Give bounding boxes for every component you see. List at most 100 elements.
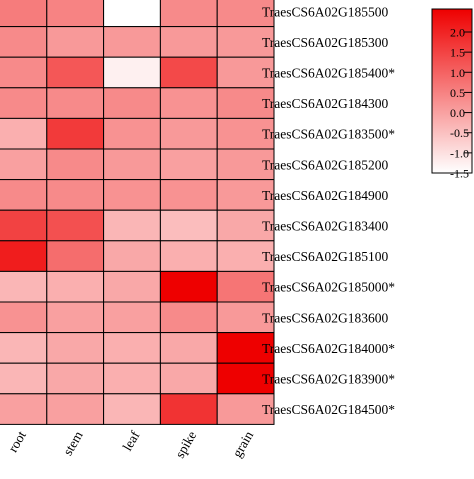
heatmap-cell	[159, 332, 218, 364]
heatmap-cell	[0, 270, 48, 303]
heatmap-cell	[159, 148, 218, 181]
row-label: TraesCS6A02G184500*	[262, 402, 395, 417]
heatmap-cell	[46, 117, 105, 150]
colorbar-tick-label: 1.0	[450, 66, 465, 80]
heatmap-cell	[159, 270, 218, 303]
row-label: TraesCS6A02G184300	[262, 96, 389, 111]
heatmap-cell	[46, 362, 105, 395]
heatmap-cell	[46, 148, 105, 181]
heatmap-cell	[103, 301, 161, 334]
heatmap-cell	[216, 148, 275, 181]
heatmap-cell	[159, 117, 218, 150]
row-label: TraesCS6A02G185100	[262, 249, 389, 264]
heatmap-cell	[103, 270, 161, 303]
heatmap-cell	[216, 240, 275, 272]
heatmap-cell	[0, 56, 48, 89]
column-label: stem	[60, 428, 86, 458]
heatmap-cell	[46, 240, 105, 272]
heatmap-cell	[103, 148, 161, 181]
row-label: TraesCS6A02G184000*	[262, 341, 395, 356]
heatmap-cell	[159, 179, 218, 211]
heatmap-cell	[0, 240, 48, 272]
heatmap-cell	[216, 117, 275, 150]
column-label: grain	[229, 428, 256, 460]
heatmap-cell	[46, 393, 105, 425]
heatmap-cell	[0, 87, 48, 119]
heatmap-cell	[216, 393, 275, 425]
row-label: TraesCS6A02G183600	[262, 310, 389, 325]
heatmap-cell	[46, 270, 105, 303]
colorbar-gradient	[431, 8, 473, 174]
heatmap-cell	[216, 270, 275, 303]
heatmap-cell	[103, 362, 161, 395]
row-label: TraesCS6A02G183900*	[262, 372, 395, 387]
heatmap-cell	[46, 87, 105, 119]
heatmap-cell	[103, 26, 161, 58]
heatmap-cell	[103, 393, 161, 425]
heatmap-cell	[216, 332, 275, 364]
heatmap-cell	[0, 301, 48, 334]
heatmap-cell	[103, 179, 161, 211]
heatmap-cell	[0, 148, 48, 181]
heatmap-cell	[103, 332, 161, 364]
row-label: TraesCS6A02G183500*	[262, 127, 395, 142]
heatmap-cell	[216, 26, 275, 58]
heatmap-cell	[0, 0, 48, 28]
heatmap-cell	[159, 209, 218, 242]
colorbar: 2.0 1.5 1.0 0.5 0.0 -0.5 -1.0 -1.5	[431, 8, 473, 181]
heatmap-cells	[0, 0, 275, 425]
colorbar-tick-label: 0.0	[450, 106, 465, 120]
heatmap-cell	[159, 393, 218, 425]
heatmap-cell	[159, 301, 218, 334]
heatmap-cell	[46, 0, 105, 28]
heatmap-cell	[46, 301, 105, 334]
row-label: TraesCS6A02G185300	[262, 35, 389, 50]
heatmap-cell	[0, 393, 48, 425]
heatmap-cell	[0, 332, 48, 364]
heatmap-cell	[0, 179, 48, 211]
heatmap-cell	[159, 87, 218, 119]
row-label: TraesCS6A02G185500	[262, 4, 389, 19]
heatmap-cell	[103, 0, 161, 28]
heatmap-cell	[159, 362, 218, 395]
heatmap-cell	[159, 0, 218, 28]
heatmap-cell	[46, 26, 105, 58]
colorbar-tick-label: -1.0	[450, 146, 469, 160]
heatmap-cell	[216, 301, 275, 334]
colorbar-tick-label: 1.5	[450, 46, 465, 60]
column-label: leaf	[119, 428, 142, 453]
heatmap-cell	[159, 240, 218, 272]
heatmap-cell	[216, 87, 275, 119]
heatmap-cell	[159, 26, 218, 58]
heatmap-cell	[159, 56, 218, 89]
row-label: TraesCS6A02G184900	[262, 188, 389, 203]
heatmap-cell	[103, 209, 161, 242]
colorbar-tick-label: 0.5	[450, 86, 465, 100]
row-label: TraesCS6A02G185400*	[262, 66, 395, 81]
heatmap-cell	[0, 209, 48, 242]
column-labels: root stem leaf spike grain	[5, 428, 256, 461]
heatmap-cell	[216, 209, 275, 242]
heatmap-cell	[0, 117, 48, 150]
heatmap-cell	[0, 362, 48, 395]
heatmap-cell	[103, 56, 161, 89]
heatmap-cell	[0, 26, 48, 58]
heatmap-cell	[103, 87, 161, 119]
heatmap-cell	[216, 362, 275, 395]
heatmap-cell	[103, 117, 161, 150]
column-label: spike	[172, 428, 199, 460]
heatmap-cell	[46, 179, 105, 211]
heatmap-cell	[216, 179, 275, 211]
colorbar-tick-label: -1.5	[450, 167, 469, 181]
row-label: TraesCS6A02G185000*	[262, 280, 395, 295]
colorbar-tick-label: 2.0	[450, 26, 465, 40]
heatmap-cell	[103, 240, 161, 272]
heatmap-cell	[46, 332, 105, 364]
colorbar-tick-label: -0.5	[450, 126, 469, 140]
row-label: TraesCS6A02G185200	[262, 157, 389, 172]
row-label: TraesCS6A02G183400	[262, 219, 389, 234]
heatmap-cell	[46, 56, 105, 89]
heatmap-cell	[216, 0, 275, 28]
